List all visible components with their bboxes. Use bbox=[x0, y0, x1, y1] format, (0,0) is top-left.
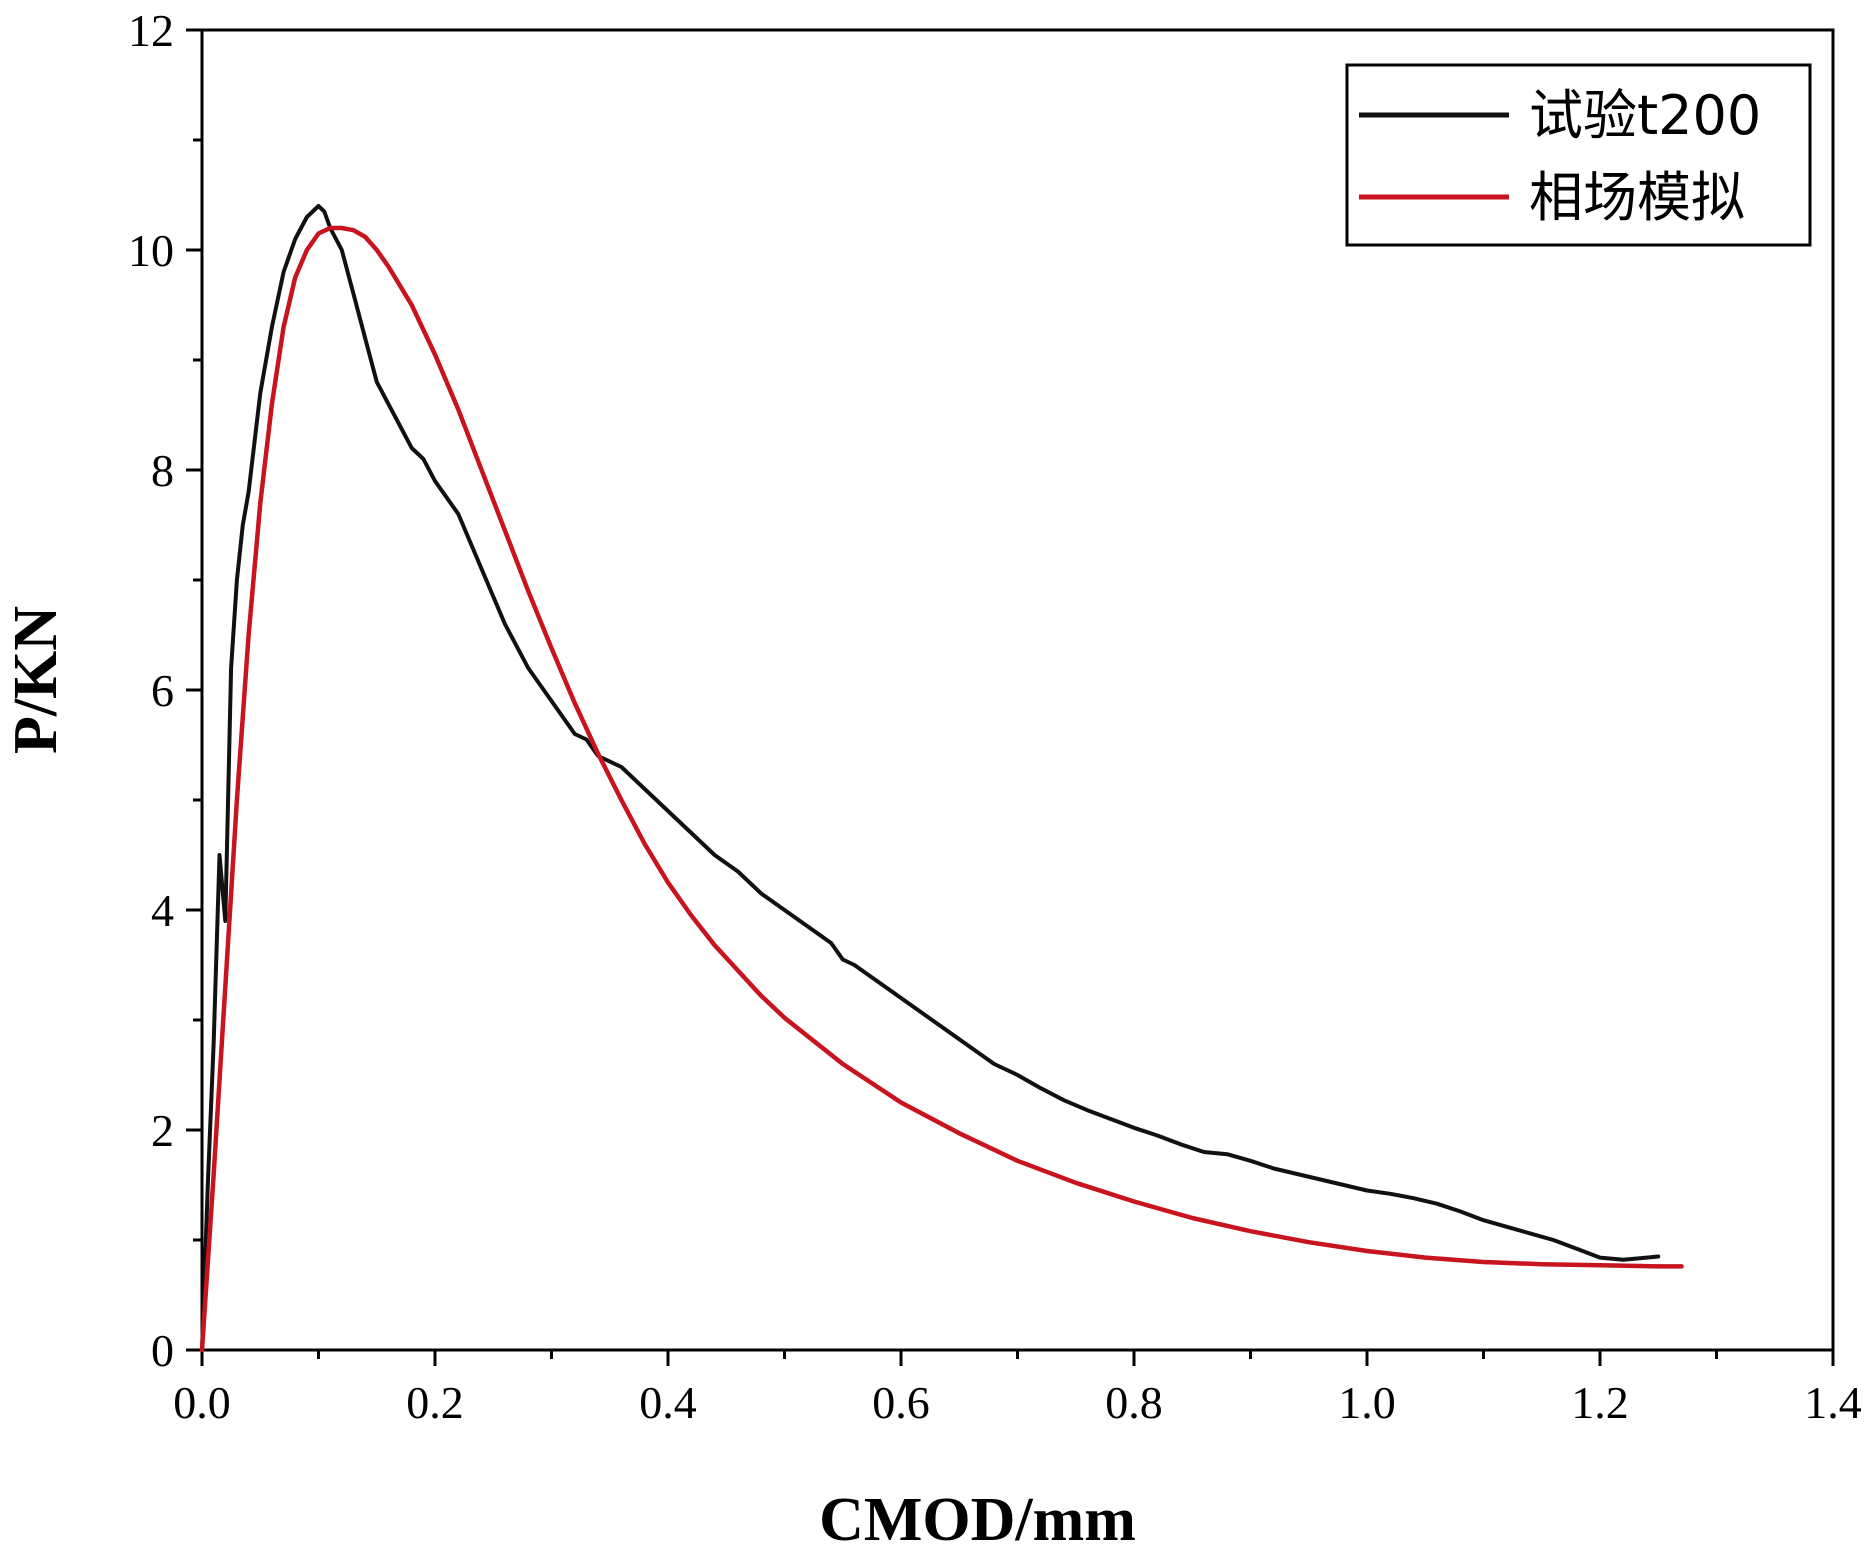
y-tick-label: 0 bbox=[151, 1325, 174, 1376]
legend-box bbox=[1345, 63, 1812, 247]
y-tick-label: 4 bbox=[151, 885, 174, 936]
series-line-1 bbox=[200, 204, 1661, 1352]
legend-label: 试验t200 bbox=[1529, 84, 1761, 147]
y-tick-label: 10 bbox=[128, 225, 174, 276]
y-tick-label: 6 bbox=[151, 665, 174, 716]
x-axis-title: CMOD/mm bbox=[819, 1486, 1136, 1549]
x-tick-label: 0.4 bbox=[639, 1377, 697, 1428]
y-tick-label: 12 bbox=[128, 5, 174, 56]
y-tick-label: 2 bbox=[151, 1105, 174, 1156]
x-tick-label: 0.6 bbox=[872, 1377, 930, 1428]
x-tick-label: 1.2 bbox=[1571, 1377, 1629, 1428]
y-axis-title: P/KN bbox=[2, 606, 70, 754]
x-tick-label: 1.0 bbox=[1338, 1377, 1396, 1428]
x-tick-label: 0.8 bbox=[1105, 1377, 1163, 1428]
y-tick-label: 8 bbox=[151, 445, 174, 496]
x-tick-label: 1.4 bbox=[1804, 1377, 1862, 1428]
x-tick-label: 0.2 bbox=[406, 1377, 464, 1428]
legend-label: 相场模拟 bbox=[1529, 166, 1745, 229]
x-tick-label: 0.0 bbox=[173, 1377, 231, 1428]
series-line-2 bbox=[199, 225, 1684, 1353]
